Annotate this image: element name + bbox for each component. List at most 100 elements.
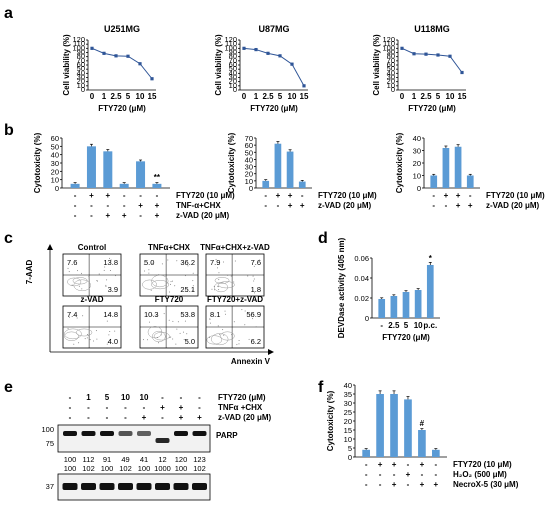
y-tick-label: 40 (344, 381, 352, 390)
y-tick-label: 60 (229, 60, 237, 69)
event-dot (253, 265, 255, 267)
event-dot (152, 314, 154, 316)
event-dot (233, 321, 235, 323)
band-quant-1: 112 (83, 455, 95, 464)
event-dot (160, 334, 162, 336)
y-tick-label: 30 (229, 73, 237, 82)
y-tick-label: 0.06 (354, 254, 369, 263)
event-dot (184, 320, 186, 322)
y-tick-label: 10 (51, 176, 59, 185)
y-axis-label: Cytotoxicity (%) (227, 132, 236, 193)
condition-sign: - (90, 211, 93, 220)
y-tick-label: 100 (224, 43, 237, 52)
panel-label-e: e (4, 379, 13, 396)
data-point (278, 54, 282, 58)
event-dot (244, 310, 246, 312)
data-point (138, 62, 142, 66)
lane-row-label: z-VAD (20 μM) (218, 413, 272, 422)
arrow-head (47, 244, 53, 250)
quadrant-value-ul: 7.9 (210, 258, 220, 267)
event-dot (171, 280, 173, 282)
band-quant-2: 100 (101, 464, 114, 473)
y-tick-label: 30 (51, 159, 59, 168)
condition-sign: + (456, 191, 461, 200)
data-point (302, 84, 306, 88)
x-tick-label: 5 (278, 92, 283, 101)
y-tick-label: 35 (344, 390, 352, 399)
event-dot (218, 279, 220, 281)
event-dot (109, 269, 111, 271)
flow-plot-title: FTY720 (155, 295, 184, 304)
data-point (114, 54, 118, 58)
event-dot (238, 339, 240, 341)
y-tick-label: 80 (387, 52, 395, 61)
event-dot (82, 315, 84, 317)
band-quant-2: 100 (175, 464, 188, 473)
y-tick-label: 100 (382, 43, 395, 52)
density-contour (152, 330, 166, 343)
protein-band (137, 431, 151, 436)
data-point (242, 46, 246, 50)
y-tick-label: 20 (77, 77, 85, 86)
event-dot (208, 337, 210, 339)
y-tick-label: 50 (387, 64, 395, 73)
event-dot (192, 272, 194, 274)
flow-plot-title: Control (78, 243, 106, 252)
significance-mark: * (429, 254, 433, 263)
event-dot (177, 321, 179, 323)
quadrant-value-lr: 25.1 (180, 285, 195, 294)
loading-band (81, 483, 96, 490)
quadrant-value-ur: 36.2 (180, 258, 195, 267)
lane-condition: 1 (86, 393, 91, 402)
event-dot (105, 284, 107, 286)
event-dot (224, 310, 226, 312)
x-tick-label: 5 (404, 321, 409, 330)
data-point (424, 52, 428, 56)
x-tick-label: 5 (126, 92, 131, 101)
data-point (412, 52, 416, 56)
condition-sign: - (74, 191, 77, 200)
bar (442, 148, 450, 188)
density-contour (218, 281, 235, 289)
event-dot (163, 313, 165, 315)
event-dot (156, 337, 158, 339)
band-quant-2: 102 (119, 464, 132, 473)
event-dot (80, 272, 82, 274)
lane-condition: + (160, 403, 165, 412)
event-dot (252, 318, 254, 320)
lane-condition: - (198, 403, 201, 412)
event-dot (106, 279, 108, 281)
event-dot (148, 321, 150, 323)
significance-mark: # (420, 419, 425, 428)
y-tick-label: 30 (344, 399, 352, 408)
event-dot (156, 315, 158, 317)
band-quant-1: 91 (103, 455, 111, 464)
quadrant-value-lr: 3.9 (108, 285, 118, 294)
x-tick-label: 15 (148, 92, 157, 101)
event-dot (169, 336, 171, 338)
y-tick-label: 20 (344, 417, 352, 426)
event-dot (104, 266, 106, 268)
lane-condition: + (179, 413, 184, 422)
bar (418, 430, 426, 457)
y-tick-label: 40 (413, 134, 421, 143)
data-point (400, 46, 404, 50)
condition-label: FTY720 (10 μM) (453, 460, 512, 469)
condition-sign: - (421, 470, 424, 479)
panel-label-b: b (4, 122, 14, 139)
event-dot (106, 320, 108, 322)
condition-sign: + (155, 201, 160, 210)
condition-sign: + (456, 201, 461, 210)
event-dot (71, 284, 73, 286)
condition-sign: - (90, 201, 93, 210)
lane-condition: + (179, 403, 184, 412)
event-dot (150, 289, 152, 291)
y-tick-label: 40 (387, 68, 395, 77)
x-tick-label: 5 (436, 92, 441, 101)
lane-condition: + (197, 413, 202, 422)
y-tick-label: 70 (77, 56, 85, 65)
event-dot (182, 331, 184, 333)
event-dot (169, 283, 171, 285)
band-quant-2: 1000 (154, 464, 171, 473)
